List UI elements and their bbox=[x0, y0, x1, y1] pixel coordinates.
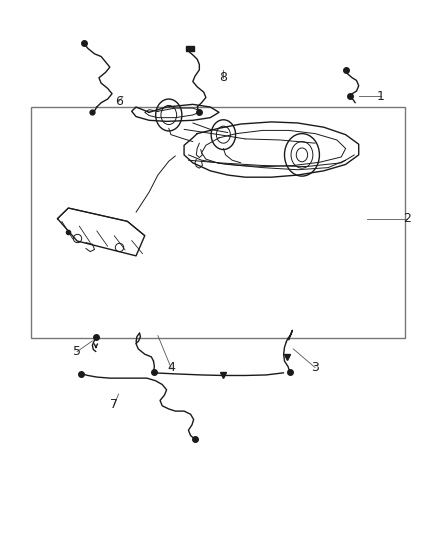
Text: 1: 1 bbox=[377, 90, 385, 103]
Text: 2: 2 bbox=[403, 212, 411, 225]
Text: 5: 5 bbox=[73, 345, 81, 358]
Bar bbox=[31, 107, 405, 338]
Text: 7: 7 bbox=[110, 398, 118, 411]
Text: 4: 4 bbox=[167, 361, 175, 374]
Bar bbox=[186, 46, 194, 51]
Text: 3: 3 bbox=[311, 361, 319, 374]
Text: 8: 8 bbox=[219, 71, 227, 84]
Text: 6: 6 bbox=[115, 95, 123, 108]
